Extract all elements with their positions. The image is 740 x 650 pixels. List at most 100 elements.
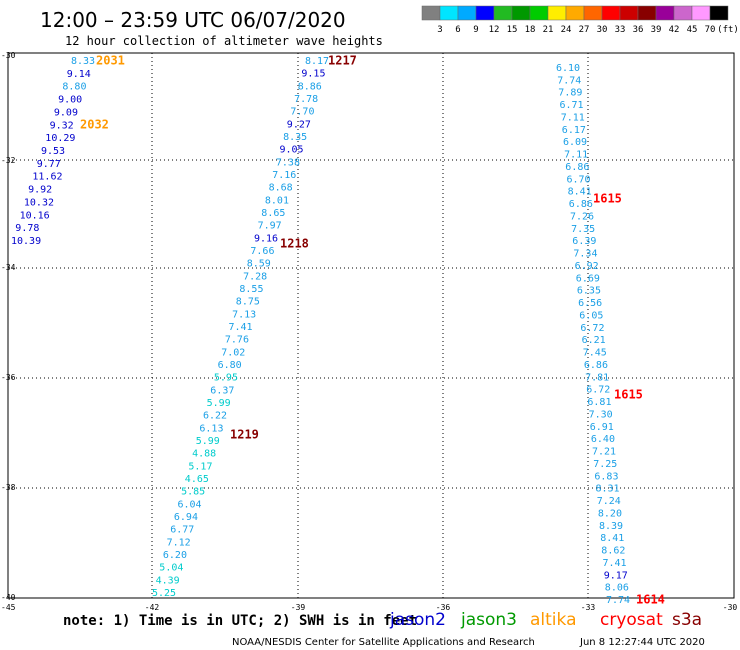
wave-height-value: 7.30 — [589, 409, 613, 420]
wave-height-value: 7.11 — [561, 113, 585, 124]
legend-label: 27 — [579, 25, 590, 35]
wave-height-value: 7.13 — [232, 309, 256, 320]
legend-label: 6 — [455, 25, 460, 35]
pass-time-label: 1219 — [230, 428, 259, 442]
wave-height-value: 9.09 — [54, 107, 78, 118]
legend-swatch — [421, 5, 441, 21]
latitude-label: -40 — [1, 593, 16, 602]
wave-height-value: 6.05 — [579, 310, 603, 321]
wave-height-value: 6.83 — [594, 471, 618, 482]
wave-height-value: 8.62 — [601, 546, 625, 557]
wave-height-value: 7.41 — [603, 558, 627, 569]
track-middle: 8.17 9.158.86 7.78 7.709.27 8.35 9.057.38 7.16… — [152, 54, 357, 600]
satellite-legend: jason2 jason3 altika cryosat s3a — [389, 610, 702, 630]
pass-time-label: 1615 — [614, 388, 643, 402]
wave-height-value: 4.39 — [156, 575, 180, 586]
wave-height-value: 4.65 — [185, 474, 209, 485]
wave-height-value: 7.41 — [229, 322, 253, 333]
wave-height-value: 7.81 — [585, 372, 609, 383]
wave-height-value: 6.10 — [556, 63, 580, 74]
latitude-label: -38 — [1, 483, 16, 492]
wave-height-value: 8.06 — [605, 583, 629, 594]
legend-swatch — [655, 5, 675, 21]
wave-height-value: 7.16 — [272, 170, 296, 181]
map-subtitle: 12 hour collection of altimeter wave hei… — [65, 34, 383, 48]
legend-swatch — [583, 5, 603, 21]
wave-height-value: 9.27 — [287, 119, 311, 130]
wave-height-value: 6.09 — [563, 137, 587, 148]
latitude-label: -34 — [1, 263, 16, 272]
wave-height-value: 7.26 — [570, 212, 594, 223]
pass-time-label: 1614 — [636, 593, 665, 607]
wave-height-value: 5.04 — [159, 563, 183, 574]
longitude-label: -39 — [291, 603, 306, 612]
wave-height-value: 7.28 — [243, 271, 267, 282]
altimeter-tracks: 8.33 9.14 8.80 9.009.09 9.32 10.29 9.53 9.77 11.… — [11, 54, 665, 607]
map-title: 12:00 – 23:59 UTC 06/07/2020 — [40, 8, 346, 32]
wave-height-value: 7.78 — [294, 94, 318, 105]
wave-height-value: 10.29 — [45, 133, 75, 144]
wave-height-value: 8.41 — [600, 533, 624, 544]
axis-labels: -30 -32 -34 -36 -38 -40-45 -42 -39 -36 -33 -30 — [1, 51, 737, 612]
wave-height-value: 8.41 — [568, 187, 592, 198]
legend-label: 42 — [669, 25, 680, 35]
wave-height-value: 10.16 — [20, 210, 50, 221]
footer-note: note: 1) Time is in UTC; 2) SWH is in fe… — [63, 613, 417, 629]
legend-label: 36 — [633, 25, 644, 35]
wave-height-value: 7.97 — [258, 221, 282, 232]
legend-swatch — [547, 5, 567, 21]
wave-height-value: 5.99 — [196, 436, 220, 447]
wave-height-value: 8.20 — [598, 508, 622, 519]
legend-swatch — [493, 5, 513, 21]
satellite-name: cryosat — [600, 610, 663, 630]
wave-height-value: 9.53 — [41, 146, 65, 157]
pass-time-label: 2032 — [80, 118, 109, 132]
wave-height-value: 9.14 — [67, 69, 91, 80]
wave-height-value: 5.99 — [207, 398, 231, 409]
wave-height-value: 7.76 — [225, 335, 249, 346]
legend-swatch — [475, 5, 495, 21]
wave-height-value: 8.35 — [283, 132, 307, 143]
satellite-name: jason3 — [460, 610, 517, 630]
longitude-label: -36 — [436, 603, 451, 612]
pass-time-label: 2031 — [96, 54, 125, 68]
legend-label: 3 — [437, 25, 442, 35]
wave-height-value: 8.01 — [265, 195, 289, 206]
legend-label: 39 — [651, 25, 662, 35]
track-right: 6.107.747.896.717.116.176.097.116.866.70… — [556, 63, 665, 607]
wave-height-value: 7.35 — [571, 224, 595, 235]
wave-height-value: 6.92 — [575, 261, 599, 272]
wave-height-value: 9.15 — [301, 69, 325, 80]
legend-swatch — [457, 5, 477, 21]
wave-height-value: 7.25 — [593, 459, 617, 470]
pass-time-label: 1217 — [328, 54, 357, 68]
wave-height-value: 11.62 — [32, 172, 62, 183]
wave-height-value: 7.74 — [606, 595, 630, 606]
wave-height-value: 10.39 — [11, 236, 41, 247]
wave-height-value: 9.05 — [280, 145, 304, 156]
wave-height-value: 6.70 — [567, 174, 591, 185]
pass-time-label: 1218 — [280, 237, 309, 251]
wave-height-value: 4.88 — [192, 449, 216, 460]
wave-height-value: 9.17 — [604, 570, 628, 581]
wave-height-value: 6.17 — [562, 125, 586, 136]
wave-height-value: 6.35 — [577, 286, 601, 297]
legend-swatch — [511, 5, 531, 21]
map-frame — [7, 52, 735, 599]
wave-height-value: 5.17 — [188, 461, 212, 472]
legend-swatch — [637, 5, 657, 21]
wave-height-value: 8.39 — [599, 521, 623, 532]
wave-height-value: 9.92 — [28, 185, 52, 196]
wave-height-value: 6.20 — [163, 550, 187, 561]
satellite-name: altika — [530, 610, 577, 630]
latitude-label: -30 — [1, 51, 16, 60]
legend-label: 12 — [489, 25, 500, 35]
wave-height-value: 6.21 — [582, 335, 606, 346]
wave-height-value: 9.00 — [58, 95, 82, 106]
wave-height-value: 8.17 — [305, 56, 329, 67]
track-left: 8.33 9.14 8.80 9.009.09 9.32 10.29 9.53 9.77 11.… — [11, 54, 125, 248]
wave-height-value: 8.75 — [236, 297, 260, 308]
latitude-label: -45 — [1, 603, 16, 612]
legend-swatch — [691, 5, 711, 21]
longitude-label: -30 — [723, 603, 738, 612]
